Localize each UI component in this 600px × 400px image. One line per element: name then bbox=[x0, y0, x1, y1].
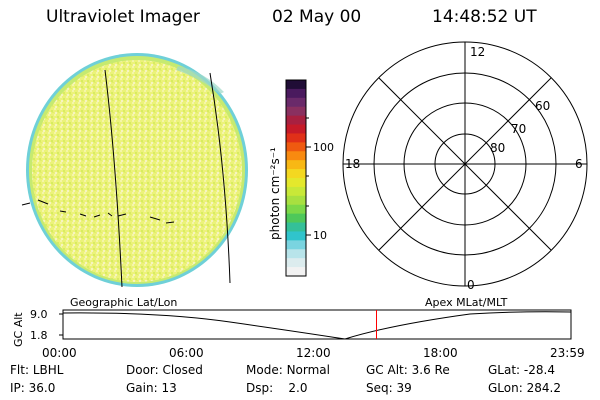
map-grid-lines bbox=[21, 69, 231, 288]
timeline-ytick-9: 9.0 bbox=[30, 308, 48, 321]
image-time: 14:48:52 UT bbox=[432, 7, 537, 27]
mlt-label-6: 6 bbox=[575, 157, 583, 171]
apex-label: Apex MLat/MLT bbox=[425, 296, 508, 309]
instrument-title: Ultraviolet Imager bbox=[46, 7, 200, 27]
colorbar-band bbox=[286, 133, 306, 143]
colorbar-band bbox=[286, 106, 306, 117]
colorbar-band bbox=[286, 160, 306, 170]
polar-grid bbox=[342, 41, 588, 287]
colorbar-band bbox=[286, 151, 306, 161]
colorbar-band bbox=[286, 142, 306, 152]
status-glon: GLon: 284.2 bbox=[488, 381, 561, 395]
timeline-xtick-0600: 06:00 bbox=[169, 346, 204, 360]
status-ip: IP: 36.0 bbox=[10, 381, 56, 395]
colorbar-band bbox=[286, 124, 306, 135]
colorbar-band bbox=[286, 258, 306, 268]
colorbar-band bbox=[286, 115, 306, 126]
mlt-label-0: 0 bbox=[467, 278, 475, 292]
colorbar-band bbox=[286, 231, 306, 241]
mlat-label-70: 70 bbox=[511, 122, 526, 136]
timeline-plot bbox=[59, 309, 572, 340]
colorbar-band bbox=[286, 186, 306, 197]
mlat-label-60: 60 bbox=[535, 99, 550, 113]
timeline-ytick-1-8: 1.8 bbox=[30, 329, 48, 342]
status-gain: Gain: 13 bbox=[126, 381, 177, 395]
colorbar-unit-label: photon cm⁻²s⁻¹ bbox=[268, 147, 282, 240]
colorbar-band bbox=[286, 88, 306, 99]
image-date: 02 May 00 bbox=[272, 7, 362, 27]
colorbar-band bbox=[286, 222, 306, 233]
status-door: Door: Closed bbox=[126, 363, 203, 377]
mlat-label-80: 80 bbox=[490, 141, 505, 155]
colorbar-band bbox=[286, 195, 306, 206]
colorbar-tick-100: 100 bbox=[313, 141, 334, 154]
colorbar-band bbox=[286, 240, 306, 250]
mlt-label-12: 12 bbox=[470, 45, 485, 59]
uv-earth-disk bbox=[26, 53, 248, 287]
colorbar-band bbox=[286, 213, 306, 224]
colorbar bbox=[286, 80, 306, 277]
colorbar-band bbox=[286, 169, 306, 179]
colorbar-tick-10: 10 bbox=[313, 229, 327, 242]
geographic-label: Geographic Lat/Lon bbox=[70, 296, 177, 309]
colorbar-band bbox=[286, 249, 306, 259]
timeline-xtick-1800: 18:00 bbox=[423, 346, 458, 360]
colorbar-band bbox=[286, 178, 306, 188]
timeline-xtick-0000: 00:00 bbox=[42, 346, 77, 360]
altitude-curve bbox=[62, 311, 572, 340]
timeline-xtick-2359: 23:59 bbox=[550, 346, 585, 360]
colorbar-band bbox=[286, 267, 306, 277]
timeline-xtick-1200: 12:00 bbox=[296, 346, 331, 360]
status-seq: Seq: 39 bbox=[366, 381, 412, 395]
status-mode: Mode: Normal bbox=[246, 363, 330, 377]
colorbar-band bbox=[286, 97, 306, 108]
colorbar-band bbox=[286, 80, 306, 90]
colorbar-axis bbox=[285, 79, 311, 277]
status-filter: Flt: LBHL bbox=[10, 363, 64, 377]
colorbar-band bbox=[286, 204, 306, 215]
status-gc-alt: GC Alt: 3.6 Re bbox=[366, 363, 450, 377]
status-glat: GLat: -28.4 bbox=[488, 363, 555, 377]
status-dsp: Dsp: 2.0 bbox=[246, 381, 308, 395]
mlt-label-18: 18 bbox=[345, 157, 360, 171]
timeline-ylabel: GC Alt bbox=[12, 312, 25, 347]
